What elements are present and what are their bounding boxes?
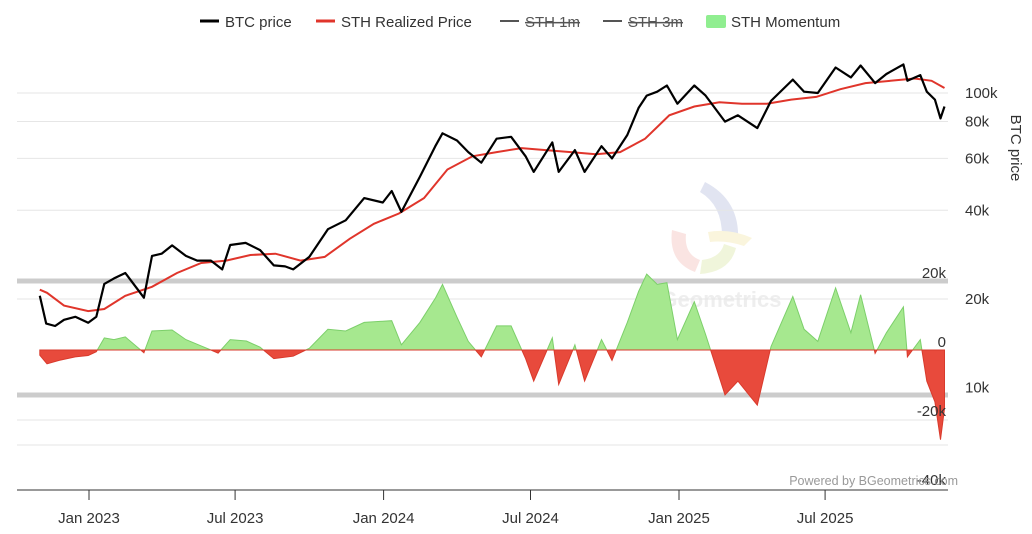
x-tick-label: Jan 2025 [648, 510, 710, 527]
y-tick-label: 10k [965, 380, 990, 397]
y-tick-label: 100k [965, 85, 998, 102]
y-tick-label: 80k [965, 114, 990, 131]
y-tick-label: 40k [965, 202, 990, 219]
x-tick-label: Jul 2025 [797, 510, 854, 527]
logo-petal-yellow [708, 230, 752, 246]
watermark-logo [671, 182, 752, 274]
legend-item[interactable]: STH 1m [500, 14, 580, 31]
logo-petal-blue [700, 182, 739, 240]
y-tick-label: 60k [965, 150, 990, 167]
y-tick-label: 20k [965, 291, 990, 308]
credits-link[interactable]: Powered by BGeometrics.com [789, 474, 958, 488]
momentum-positive-area [39, 273, 945, 351]
momentum-negative-area [39, 349, 945, 440]
momentum-tick-label: -20k [917, 403, 947, 420]
logo-petal-red [671, 230, 700, 272]
legend-swatch [706, 15, 726, 28]
legend-label: STH Realized Price [341, 14, 472, 31]
x-axis-ticks: Jan 2023 Jul 2023 Jan 2024 Jul 2024 Jan 2025… [58, 490, 853, 527]
legend: BTC price STH Realized Price STH 1m STH 3m S… [200, 14, 840, 31]
btc-price-line [38, 63, 946, 328]
legend-label: STH Momentum [731, 14, 840, 31]
x-tick-label: Jan 2024 [353, 510, 415, 527]
x-tick-label: Jul 2024 [502, 510, 559, 527]
legend-label: STH 3m [628, 14, 683, 31]
y-axis-right: 100k 80k 60k 40k 20k 10k [965, 85, 998, 397]
x-tick-label: Jan 2023 [58, 510, 120, 527]
legend-item[interactable]: STH Momentum [706, 14, 840, 31]
logo-petal-green [700, 244, 736, 274]
grid [17, 92, 948, 446]
x-tick-label: Jul 2023 [207, 510, 264, 527]
legend-label: STH 1m [525, 14, 580, 31]
legend-item[interactable]: STH Realized Price [316, 14, 472, 31]
legend-item[interactable]: STH 3m [603, 14, 683, 31]
y-axis-title: BTC price [1007, 115, 1024, 182]
legend-item[interactable]: BTC price [200, 14, 292, 31]
momentum-tick-label: 0 [938, 334, 946, 351]
sth-realized-price-line [39, 77, 945, 313]
momentum-tick-label: -40k [917, 472, 947, 489]
legend-label: BTC price [225, 14, 292, 31]
momentum-tick-label: 20k [922, 265, 947, 282]
y-axis-momentum: 20k 0 -20k -40k [917, 265, 947, 489]
